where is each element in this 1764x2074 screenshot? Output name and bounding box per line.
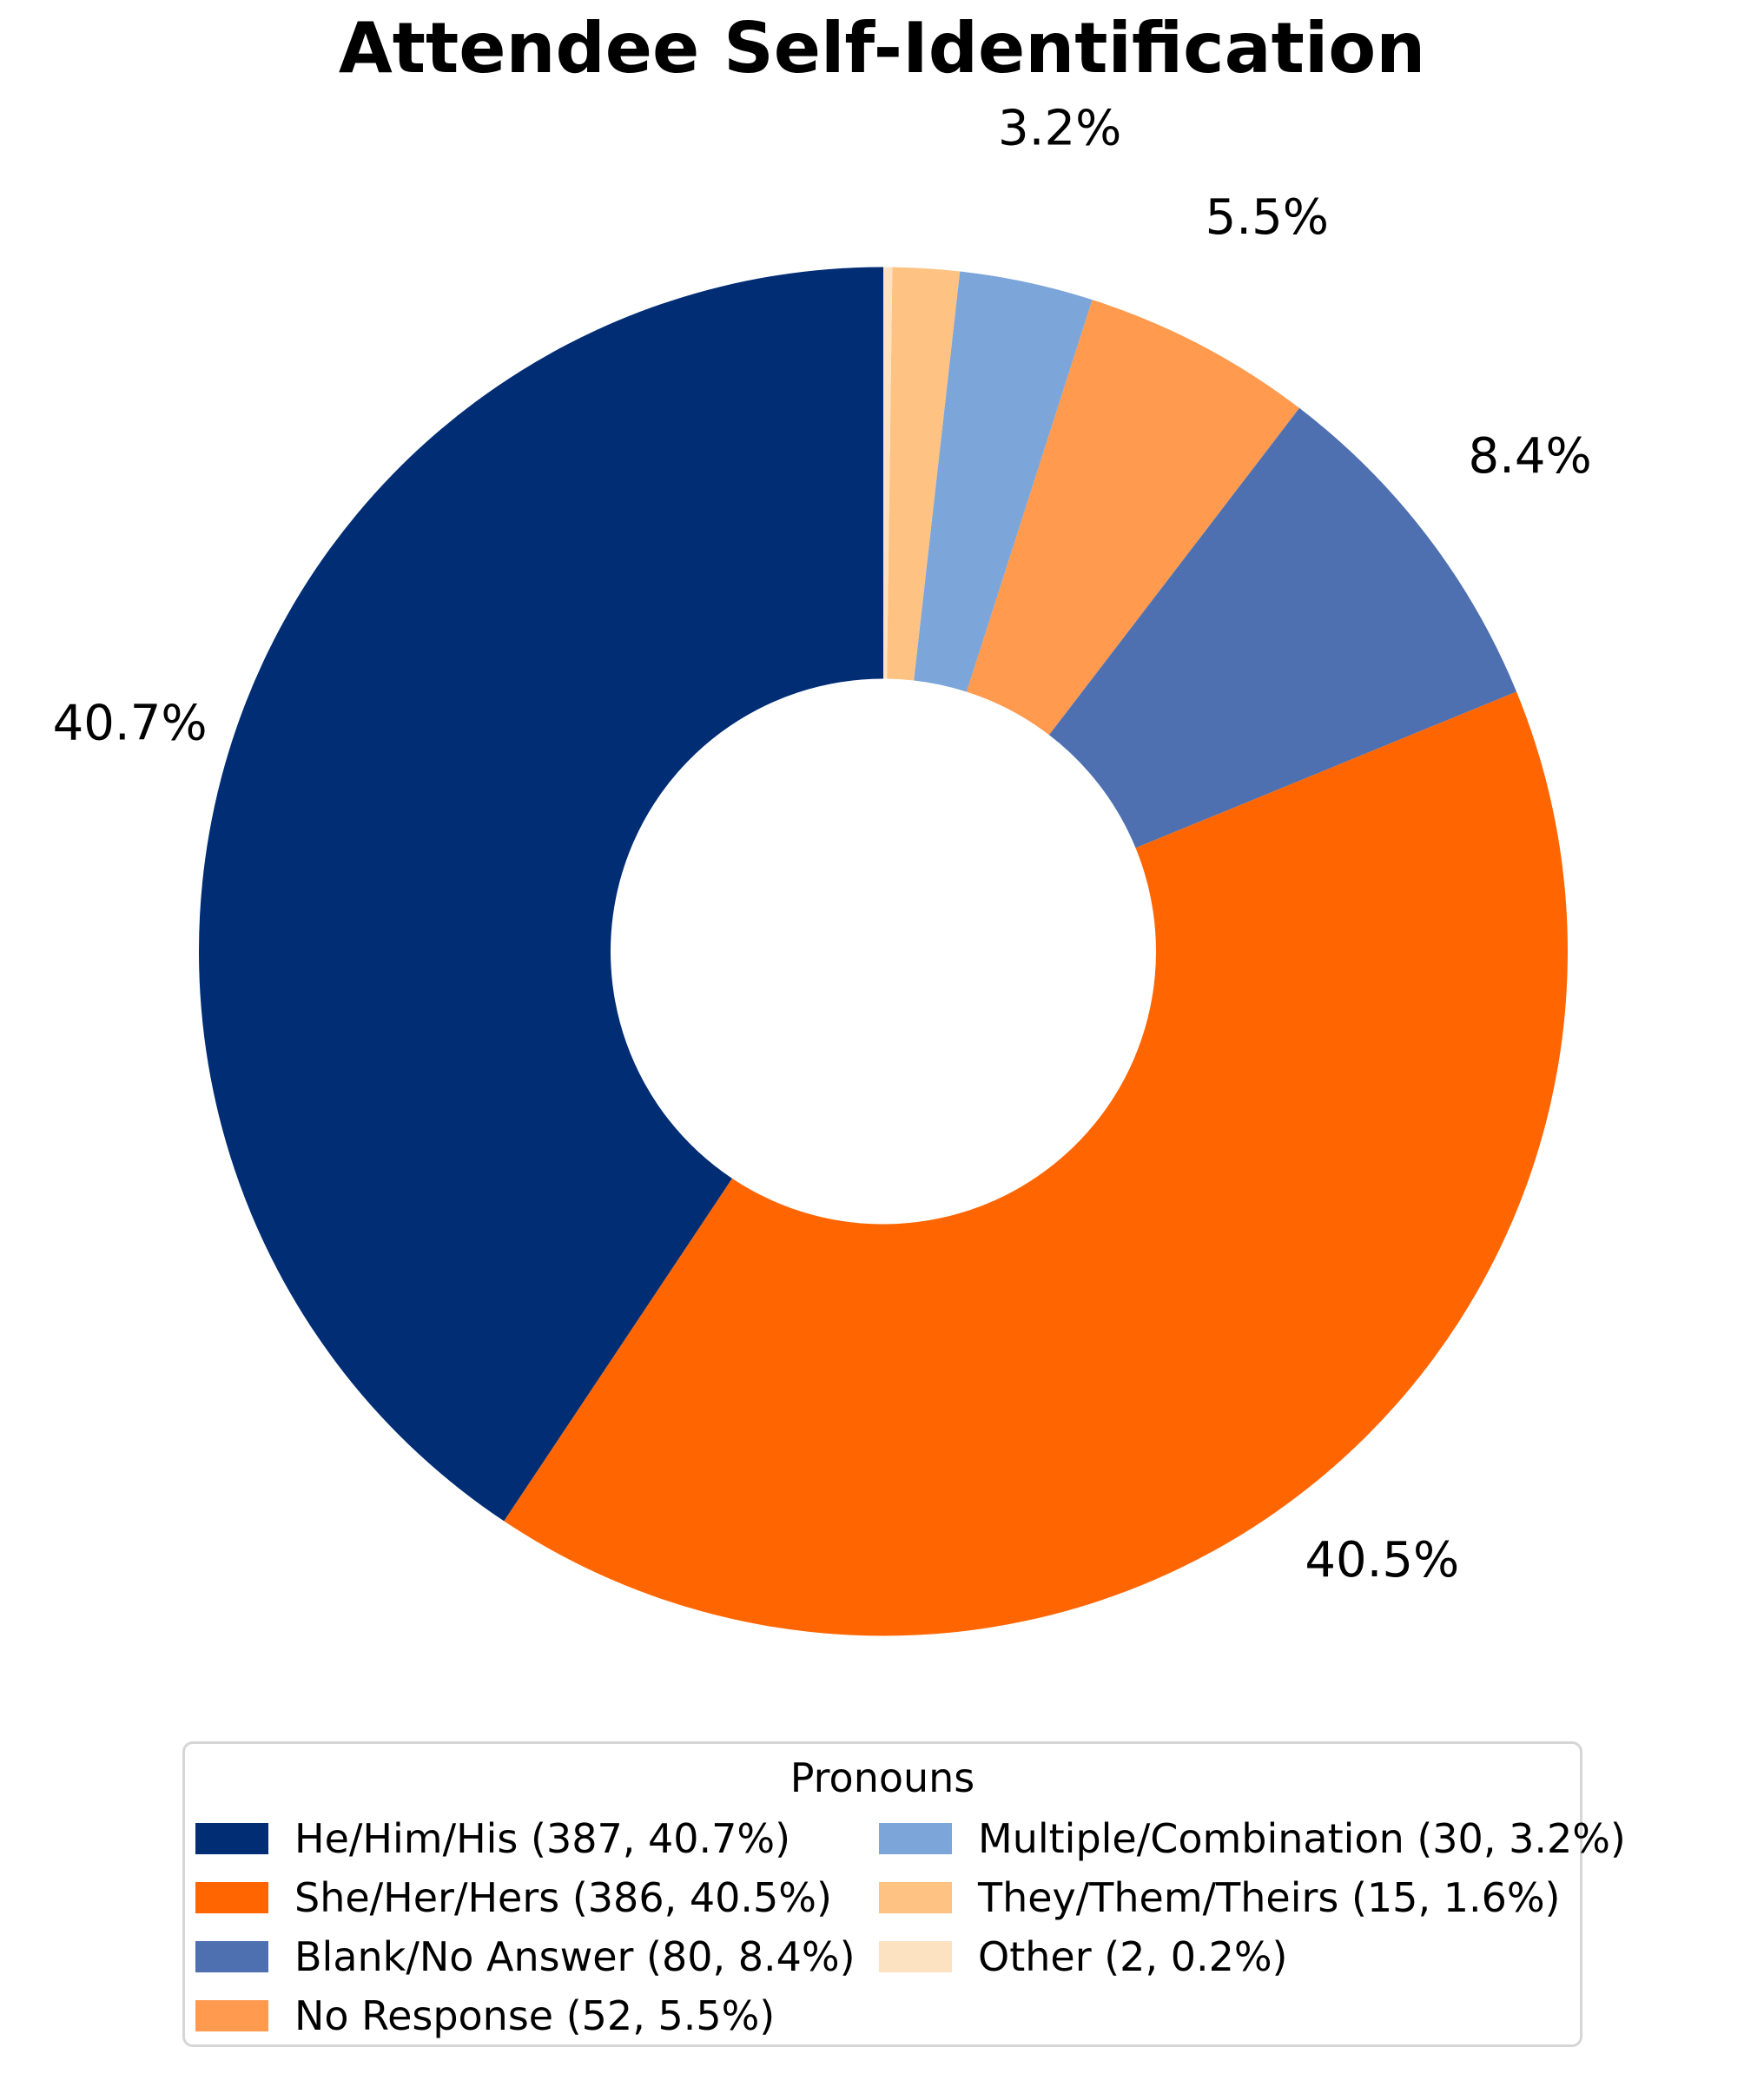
legend-title: Pronouns [790, 1754, 975, 1801]
legend-item-she-her-hers: She/Her/Hers (386, 40.5%) [195, 1868, 879, 1927]
pct-label-multiple-combination: 3.2% [998, 100, 1121, 156]
legend-item-they-them-theirs: They/Them/Theirs (15, 1.6%) [879, 1868, 1626, 1927]
legend-swatch-she-her-hers [195, 1882, 268, 1914]
legend-swatch-multiple-combination [879, 1823, 952, 1855]
legend-label-they-them-theirs: They/Them/Theirs (15, 1.6%) [978, 1874, 1561, 1922]
legend-swatch-no-response [195, 2000, 268, 2032]
legend-label-he-him-his: He/Him/His (387, 40.7%) [294, 1815, 791, 1863]
pie-slice-blank-no-answer [1048, 407, 1517, 849]
pct-label-no-response: 5.5% [1206, 189, 1329, 246]
legend-label-no-response: No Response (52, 5.5%) [294, 1992, 776, 2040]
pie-slice-he-him-his [198, 267, 883, 1522]
pct-label-she-her-hers: 40.5% [1305, 1532, 1459, 1589]
legend-swatch-blank-no-answer [195, 1941, 268, 1973]
legend-box: Pronouns He/Him/His (387, 40.7%) She/Her/… [182, 1741, 1626, 2047]
legend-item-no-response: No Response (52, 5.5%) [195, 1986, 879, 2045]
legend-item-blank-no-answer: Blank/No Answer (80, 8.4%) [195, 1927, 879, 1986]
pct-label-blank-no-answer: 8.4% [1468, 428, 1591, 485]
donut-chart: 40.7% 40.5% 8.4% 5.5% 3.2% [53, 100, 1592, 1636]
pie-slice-she-her-hers [504, 691, 1569, 1636]
pie-slice-no-response [966, 300, 1300, 736]
pie-slice-other [883, 267, 893, 679]
legend-item-he-him-his: He/Him/His (387, 40.7%) [195, 1809, 879, 1868]
pct-label-he-him-his: 40.7% [53, 696, 208, 752]
pie-slice-multiple-combination [914, 271, 1093, 692]
legend-column-1: Multiple/Combination (30, 3.2%) They/Them… [879, 1809, 1626, 2045]
pie-slice-they-them-theirs [887, 267, 961, 681]
legend-item-other: Other (2, 0.2%) [879, 1927, 1626, 1986]
legend-column-0: He/Him/His (387, 40.7%) She/Her/Hers (386… [195, 1809, 879, 2045]
legend-swatch-he-him-his [195, 1823, 268, 1855]
legend-swatch-they-them-theirs [879, 1882, 952, 1914]
legend-label-multiple-combination: Multiple/Combination (30, 3.2%) [978, 1815, 1626, 1863]
legend-label-blank-no-answer: Blank/No Answer (80, 8.4%) [294, 1933, 856, 1981]
legend-swatch-other [879, 1941, 952, 1973]
legend-label-she-her-hers: She/Her/Hers (386, 40.5%) [294, 1874, 832, 1922]
chart-title: Attendee Self-Identification [338, 8, 1426, 89]
legend-columns: He/Him/His (387, 40.7%) She/Her/Hers (386… [185, 1802, 1626, 2045]
legend-item-multiple-combination: Multiple/Combination (30, 3.2%) [879, 1809, 1626, 1868]
legend-label-other: Other (2, 0.2%) [978, 1933, 1288, 1981]
